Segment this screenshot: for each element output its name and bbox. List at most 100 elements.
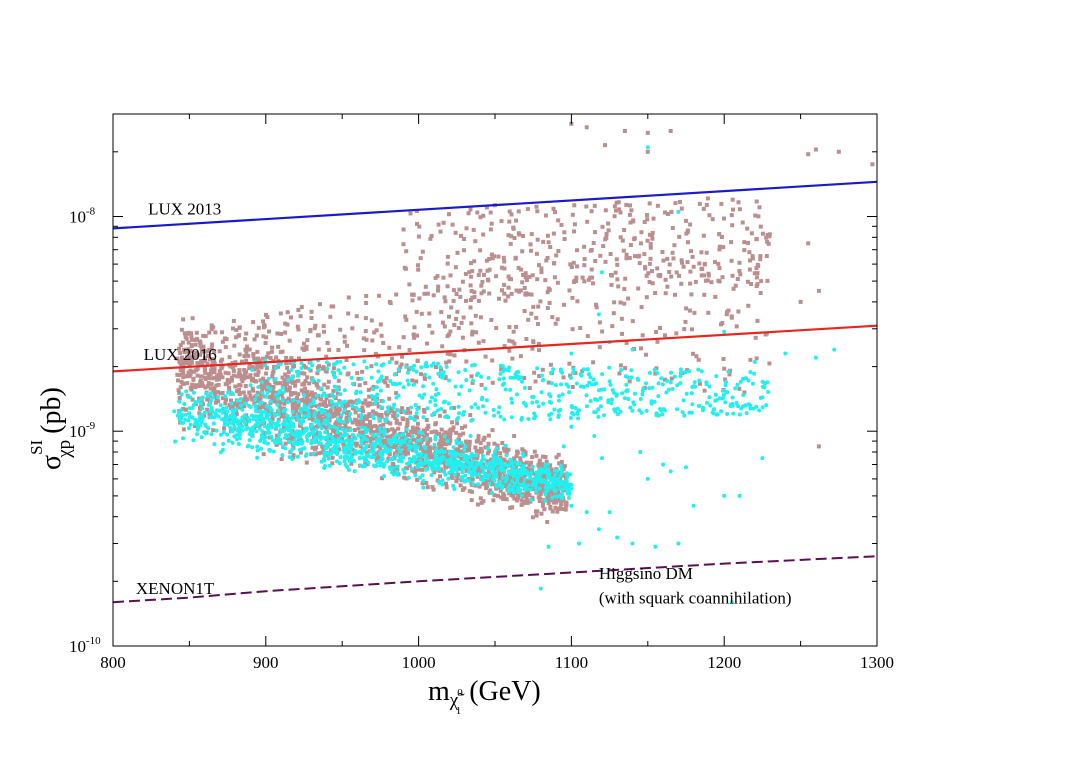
data-point: [179, 327, 184, 332]
data-point: [360, 405, 365, 410]
data-point: [664, 390, 669, 395]
data-point: [684, 465, 688, 470]
data-point: [262, 323, 267, 327]
data-point: [600, 329, 605, 334]
data-point: [348, 447, 353, 452]
data-point: [757, 408, 762, 413]
data-point: [267, 329, 272, 334]
data-point: [523, 452, 528, 457]
data-point: [401, 385, 406, 390]
data-point: [394, 418, 399, 423]
data-point: [632, 236, 637, 241]
data-point: [630, 319, 635, 324]
data-point: [227, 388, 232, 393]
data-point: [651, 216, 656, 221]
data-point: [526, 417, 531, 421]
data-point: [416, 234, 421, 239]
data-point: [529, 498, 534, 503]
data-point: [401, 467, 406, 472]
data-point: [557, 497, 562, 502]
data-point: [330, 392, 335, 397]
data-point: [300, 397, 305, 402]
data-point: [349, 399, 354, 404]
data-point: [481, 232, 486, 237]
data-point: [271, 369, 276, 374]
data-point: [319, 397, 324, 402]
data-point: [529, 248, 534, 253]
data-point: [359, 442, 364, 447]
data-point: [735, 382, 740, 387]
data-point: [267, 383, 272, 388]
data-point: [273, 366, 278, 371]
data-point: [684, 391, 689, 396]
data-point: [535, 509, 540, 514]
data-point: [745, 279, 750, 284]
data-point: [536, 322, 540, 326]
data-point: [680, 260, 684, 265]
data-point: [400, 354, 404, 359]
data-point: [234, 437, 239, 442]
data-point: [316, 378, 321, 383]
data-point: [401, 242, 406, 247]
data-point: [438, 365, 443, 370]
data-point: [439, 458, 444, 463]
data-point: [265, 426, 270, 430]
data-point: [747, 250, 752, 255]
data-point: [191, 403, 196, 407]
data-point: [610, 324, 615, 329]
data-point: [701, 206, 706, 211]
data-point: [363, 398, 368, 403]
data-point: [499, 265, 504, 270]
data-point: [476, 405, 481, 410]
data-point: [440, 478, 445, 483]
data-point: [445, 261, 450, 266]
data-point: [561, 507, 566, 511]
data-point: [351, 362, 356, 367]
data-point: [279, 332, 284, 336]
data-point: [488, 490, 492, 495]
data-point: [384, 429, 389, 434]
data-point: [813, 147, 818, 152]
data-point: [629, 208, 634, 213]
data-point: [617, 207, 622, 212]
data-point: [813, 355, 818, 360]
data-point: [324, 354, 329, 359]
data-point: [441, 455, 446, 460]
data-point: [259, 446, 264, 451]
data-point: [467, 457, 472, 462]
data-point: [737, 412, 742, 417]
data-point: [600, 270, 604, 275]
data-point: [195, 432, 199, 437]
data-point: [530, 483, 535, 488]
data-point: [500, 475, 505, 480]
data-point: [294, 402, 299, 406]
data-point: [654, 330, 659, 334]
data-point: [547, 287, 552, 292]
data-point: [766, 390, 771, 394]
data-point: [357, 414, 362, 418]
data-point: [208, 415, 213, 420]
data-point: [448, 352, 453, 357]
data-point: [504, 497, 509, 502]
data-point: [481, 339, 486, 344]
data-point: [323, 436, 328, 441]
data-point: [454, 441, 459, 446]
data-point: [326, 433, 331, 438]
data-point: [520, 415, 524, 420]
data-point: [486, 376, 491, 380]
data-point: [255, 397, 260, 402]
data-point: [295, 454, 300, 459]
data-point: [230, 429, 234, 434]
data-point: [297, 356, 301, 361]
data-point: [655, 339, 660, 344]
data-point: [469, 374, 474, 379]
data-point: [302, 381, 307, 386]
data-point: [572, 278, 577, 283]
data-point: [272, 390, 277, 395]
data-point: [303, 379, 308, 383]
data-point: [560, 392, 565, 397]
data-point: [450, 222, 455, 227]
data-point: [311, 417, 315, 422]
data-point: [662, 408, 667, 413]
data-point: [403, 266, 408, 271]
